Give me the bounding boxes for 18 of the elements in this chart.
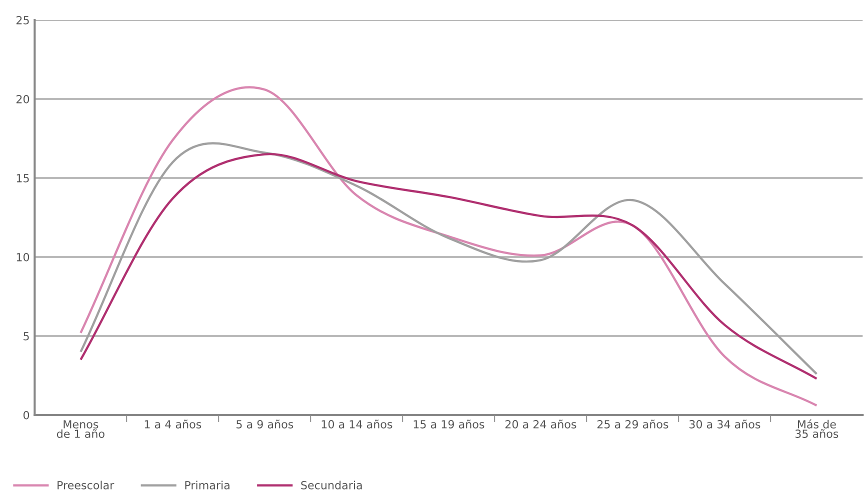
x-tick-label: 20 a 24 años [505,420,576,428]
legend-label: Preescolar [58,480,114,490]
y-tick-label: 25 [16,16,29,24]
legend-label: Secundaria [301,480,362,490]
legend-label: Primaria [185,480,230,490]
x-tick-label: 15 a 19 años [414,420,484,428]
x-tick-label: 10 a 14 años [322,420,392,428]
y-tick-label: 0 [23,410,30,420]
x-tick-label: Menos de 1 año [56,420,104,438]
x-tick-label: 30 a 34 años [689,420,760,428]
y-tick-label: 10 [16,252,30,262]
x-tick-label: Más de 35 años [795,419,838,438]
x-tick-label: 25 a 29 años [597,420,668,428]
y-tick-label: 20 [16,94,30,104]
y-tick-label: 15 [16,174,29,182]
y-tick-label: 5 [24,332,29,340]
x-tick-label: 5 a 9 años [236,420,294,428]
x-tick-label: 1 a 4 años [144,420,202,428]
